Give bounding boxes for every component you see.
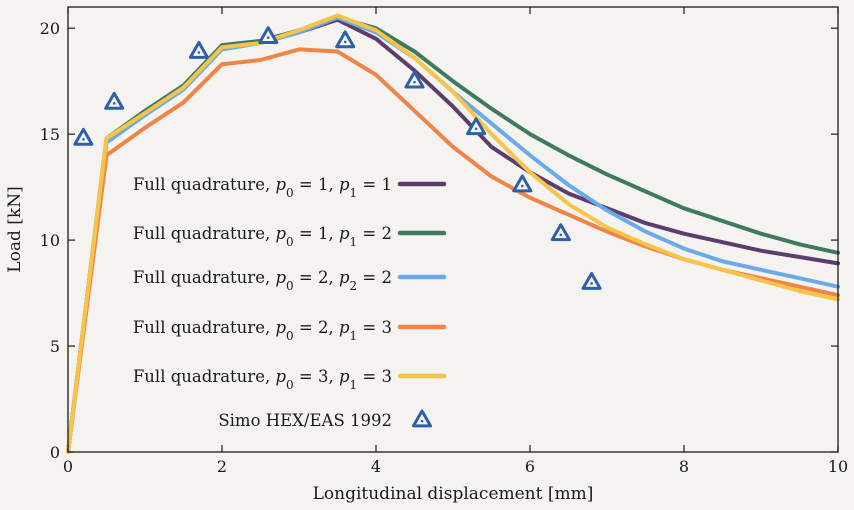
legend-label: Full quadrature, p0 = 2, p2 = 2: [133, 268, 392, 293]
data-marker-4: [258, 26, 279, 45]
data-marker-3: [188, 41, 209, 59]
y-axis-title: Load [kN]: [5, 186, 25, 272]
marker-triangle-icon: [73, 127, 94, 146]
legend-entry-1: Full quadrature, p0 = 1, p1 = 1: [133, 175, 447, 200]
marker-dot: [266, 36, 270, 39]
x-tick-label: 10: [828, 457, 848, 476]
legend-entry-5: Full quadrature, p0 = 3, p1 = 3: [133, 367, 447, 392]
series-line-4: [66, 47, 840, 454]
marker-triangle-icon: [411, 409, 433, 428]
marker-dot: [474, 127, 478, 131]
data-marker-6: [404, 70, 425, 89]
marker-dot: [343, 40, 347, 44]
marker-dot: [521, 184, 524, 188]
legend-label: Simo HEX/EAS 1992: [218, 411, 392, 430]
data-marker-5: [335, 30, 356, 49]
series-lines: [66, 13, 840, 454]
legend: Full quadrature, p0 = 1, p1 = 1 Full quad…: [133, 175, 447, 430]
marker-triangle-icon: [258, 26, 279, 45]
marker-triangle-icon: [581, 271, 602, 290]
x-tick-label: 0: [63, 457, 73, 476]
y-tick-label: 5: [50, 337, 60, 356]
legend-label: Full quadrature, p0 = 1, p1 = 2: [133, 224, 392, 249]
marker-dot: [420, 419, 424, 423]
legend-entry-2: Full quadrature, p0 = 1, p1 = 2: [133, 224, 447, 249]
x-tick-label: 4: [371, 457, 381, 476]
marker-triangle-icon: [104, 91, 125, 110]
plot-frame: [67, 6, 839, 453]
y-tick-label: 15: [40, 125, 60, 144]
legend-label: Full quadrature, p0 = 2, p1 = 3: [133, 318, 392, 343]
x-tick-label: 2: [217, 457, 227, 476]
marker-dot: [590, 282, 593, 285]
legend-label: Full quadrature, p0 = 1, p1 = 1: [133, 175, 392, 200]
reference-markers: [73, 26, 602, 290]
data-marker-9: [550, 223, 571, 242]
marker-triangle-icon: [466, 117, 487, 136]
data-marker-1: [73, 127, 94, 146]
axes: [67, 6, 839, 453]
y-tick-label: 10: [40, 231, 60, 250]
x-tick-label: 6: [525, 457, 535, 476]
marker-triangle-icon: [550, 223, 571, 242]
data-marker-2: [104, 91, 125, 110]
axis-ticks: 0 2 4 6 8 10 0 5 10 15 20: [40, 7, 848, 476]
marker-dot: [112, 102, 116, 105]
marker-dot: [197, 51, 201, 54]
data-marker-7: [466, 117, 487, 136]
x-tick-label: 8: [679, 457, 689, 476]
series-line-5: [66, 13, 840, 454]
marker-triangle-icon: [188, 41, 209, 59]
y-tick-label: 0: [50, 443, 60, 462]
data-marker-8: [512, 174, 533, 193]
marker-triangle-icon: [512, 174, 533, 193]
y-tick-label: 20: [40, 19, 60, 38]
data-marker-10: [581, 271, 602, 290]
legend-entry-4: Full quadrature, p0 = 2, p1 = 3: [133, 318, 447, 343]
legend-swatch-marker: [411, 409, 433, 428]
marker-triangle-icon: [404, 70, 425, 89]
legend-label: Full quadrature, p0 = 3, p1 = 3: [133, 367, 392, 392]
marker-dot: [559, 233, 563, 237]
legend-entry-3: Full quadrature, p0 = 2, p2 = 2: [133, 268, 447, 293]
marker-triangle-icon: [335, 30, 356, 49]
legend-entry-markers: Simo HEX/EAS 1992: [218, 409, 433, 430]
marker-dot: [82, 138, 85, 141]
x-axis-title: Longitudinal displacement [mm]: [313, 484, 594, 504]
marker-dot: [413, 80, 416, 84]
